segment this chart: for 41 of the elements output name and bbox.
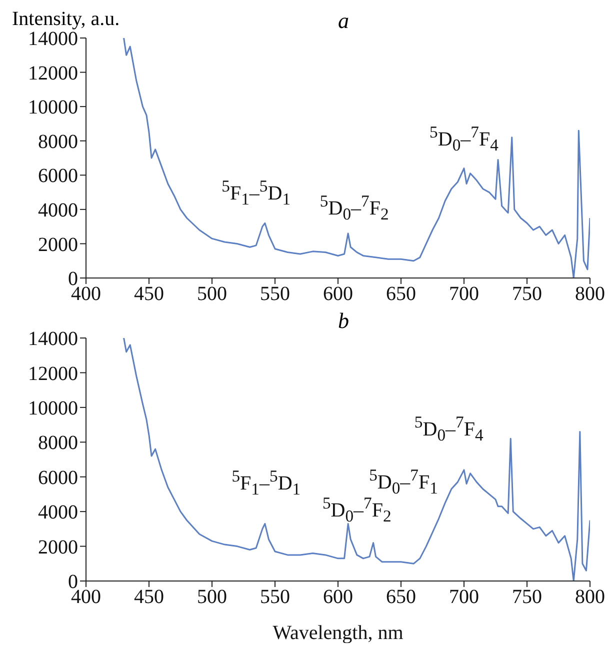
y-tick-label: 4000	[38, 502, 78, 524]
chart-title: b	[338, 308, 349, 334]
x-axis-title: Wavelength, nm	[272, 622, 404, 644]
x-tick-label: 650	[386, 283, 416, 306]
y-tick-label: 4000	[38, 200, 78, 222]
y-tick-label: 6000	[38, 466, 78, 489]
y-tick-label: 6000	[38, 165, 78, 188]
y-tick-label: 8000	[38, 432, 78, 454]
annotation: $^{5}$F$_{1}$–$^{5}$D$_{1}$	[232, 466, 301, 500]
y-tick-label: 8000	[38, 130, 78, 153]
x-tick-label: 500	[197, 283, 227, 306]
annotation: $^{5}$D$_{0}$–$^{7}$F$_{4}$	[414, 412, 484, 446]
x-tick-label: 450	[134, 283, 164, 306]
y-tick-label: 2000	[38, 536, 78, 558]
x-tick-label: 600	[323, 283, 353, 306]
x-tick-label: 450	[134, 586, 164, 608]
x-tick-label: 700	[449, 586, 479, 608]
x-tick-label: 550	[260, 283, 290, 306]
line-series	[123, 38, 590, 278]
x-tick-label: 550	[260, 586, 290, 608]
x-tick-label: 600	[323, 586, 353, 608]
y-tick-label: 2000	[38, 234, 78, 256]
y-tick-label: 12000	[28, 62, 78, 84]
chart-title: a	[338, 8, 349, 34]
x-tick-label: 750	[512, 283, 542, 306]
line-series	[123, 338, 590, 581]
y-tick-label: 14000	[28, 328, 78, 350]
x-tick-label: 800	[575, 586, 605, 608]
annotation: $^{5}$F$_{1}$–$^{5}$D$_{1}$	[222, 176, 291, 210]
annotation: $^{5}$D$_{0}$–$^{7}$F$_{4}$	[430, 122, 498, 156]
y-axis-title: Intensity, a.u.	[12, 8, 120, 31]
x-tick-label: 650	[386, 586, 416, 608]
annotation: $^{5}$D$_{0}$–$^{7}$F$_{2}$	[320, 192, 389, 224]
x-tick-label: 700	[449, 283, 479, 306]
x-tick-label: 800	[575, 283, 605, 306]
y-tick-label: 10000	[28, 96, 78, 119]
x-tick-label: 500	[197, 586, 227, 608]
x-tick-label: 750	[512, 586, 542, 608]
y-tick-label: 14000	[28, 28, 78, 50]
y-tick-label: 12000	[28, 362, 78, 385]
y-tick-label: 10000	[28, 398, 78, 420]
